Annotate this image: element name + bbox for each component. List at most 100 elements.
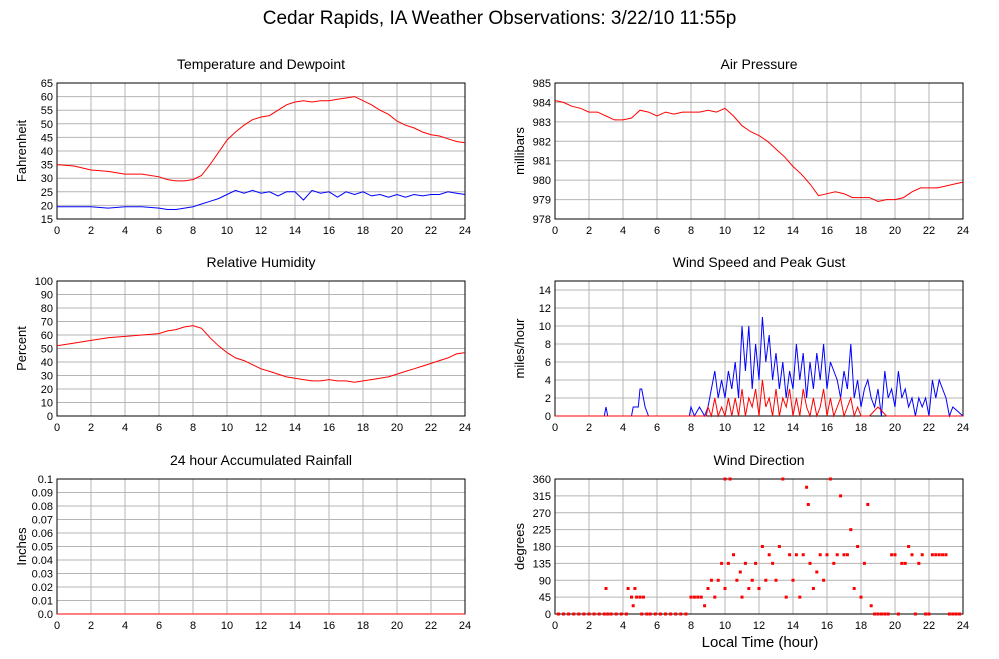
data-point: [825, 553, 829, 557]
data-point: [852, 587, 856, 590]
data-point: [664, 612, 667, 616]
data-point: [706, 587, 710, 590]
data-point: [934, 553, 938, 557]
data-point: [839, 494, 843, 498]
data-point: [862, 561, 866, 565]
y-tick-label: 60: [41, 92, 53, 104]
y-tick-label: 225: [533, 525, 551, 537]
y-axis-label: miles/hour: [512, 318, 527, 379]
y-tick-label: 100: [35, 276, 53, 288]
series-line-0: [554, 100, 964, 203]
y-tick-label: 8: [545, 339, 551, 351]
data-point: [743, 561, 747, 565]
data-point: [806, 503, 810, 506]
data-point: [577, 612, 581, 616]
data-point: [781, 477, 785, 481]
data-point: [927, 612, 931, 616]
y-axis-label: Inches: [14, 527, 29, 566]
x-tick-label: 2: [88, 225, 94, 237]
y-tick-label: 40: [41, 146, 53, 158]
x-tick-label: 14: [289, 620, 301, 632]
chart-title: Wind Direction: [713, 452, 804, 468]
x-tick-label: 24: [459, 422, 471, 434]
data-point: [723, 477, 727, 481]
x-tick-label: 18: [357, 620, 369, 632]
x-tick-label: 14: [289, 422, 301, 434]
x-tick-label: 18: [855, 620, 867, 632]
y-tick-label: 0: [545, 411, 551, 423]
data-point: [873, 612, 877, 616]
data-point: [930, 553, 934, 557]
data-point: [924, 612, 928, 616]
x-tick-label: 0: [54, 620, 60, 632]
y-tick-label: 30: [41, 371, 53, 383]
y-tick-label: 0.07: [32, 515, 53, 527]
y-tick-label: 315: [533, 491, 551, 503]
data-point: [849, 528, 853, 532]
y-tick-label: 983: [533, 117, 551, 129]
x-tick-label: 6: [156, 620, 162, 632]
data-point: [777, 545, 781, 548]
x-tick-label: 24: [957, 620, 969, 632]
y-axis-label: millibars: [512, 127, 527, 175]
y-tick-label: 15: [41, 214, 53, 226]
x-tick-label: 16: [821, 225, 833, 237]
y-tick-label: 985: [533, 78, 551, 90]
data-point: [626, 587, 630, 590]
x-tick-label: 4: [620, 225, 626, 237]
data-point: [774, 578, 778, 582]
data-point: [903, 561, 907, 565]
x-tick-label: 18: [855, 225, 867, 237]
x-tick-label: 4: [122, 620, 128, 632]
data-point: [842, 553, 846, 557]
y-tick-label: 0.08: [32, 501, 53, 513]
plot-frame: [56, 82, 466, 220]
data-point: [954, 612, 958, 616]
x-tick-label: 22: [425, 620, 437, 632]
y-tick-label: 984: [533, 97, 551, 109]
x-tick-label: 4: [122, 422, 128, 434]
y-axis-label: Fahrenheit: [14, 120, 29, 183]
data-point: [886, 612, 890, 616]
data-point: [913, 612, 917, 616]
y-tick-label: 981: [533, 156, 551, 168]
data-point: [635, 595, 639, 599]
data-point: [791, 578, 795, 582]
x-tick-label: 16: [821, 620, 833, 632]
chart-title: Relative Humidity: [207, 254, 316, 270]
y-tick-label: 270: [533, 508, 551, 520]
x-tick-label: 12: [753, 225, 765, 237]
data-point: [696, 595, 700, 599]
x-tick-label: 8: [688, 225, 694, 237]
y-tick-label: 135: [533, 558, 551, 570]
y-tick-label: 70: [41, 317, 53, 329]
data-point: [760, 545, 764, 548]
x-tick-label: 20: [889, 422, 901, 434]
x-tick-label: 8: [688, 422, 694, 434]
data-point: [606, 612, 610, 616]
data-point: [784, 595, 788, 599]
x-tick-label: 0: [552, 225, 558, 237]
y-axis-label: degrees: [512, 523, 527, 570]
data-point: [907, 545, 911, 548]
x-tick-label: 24: [459, 620, 471, 632]
data-point: [883, 612, 887, 616]
x-tick-label: 2: [586, 422, 592, 434]
data-point: [716, 578, 720, 582]
data-point: [669, 612, 673, 616]
data-point: [648, 612, 652, 616]
series-line-0: [56, 96, 466, 182]
data-point: [801, 553, 805, 557]
x-tick-label: 2: [88, 620, 94, 632]
x-tick-label: 2: [586, 620, 592, 632]
x-tick-label: 22: [425, 225, 437, 237]
data-point: [609, 612, 613, 616]
plot-frame: [554, 82, 964, 220]
x-tick-label: 10: [719, 422, 731, 434]
data-point: [757, 587, 761, 590]
data-point: [645, 612, 649, 616]
